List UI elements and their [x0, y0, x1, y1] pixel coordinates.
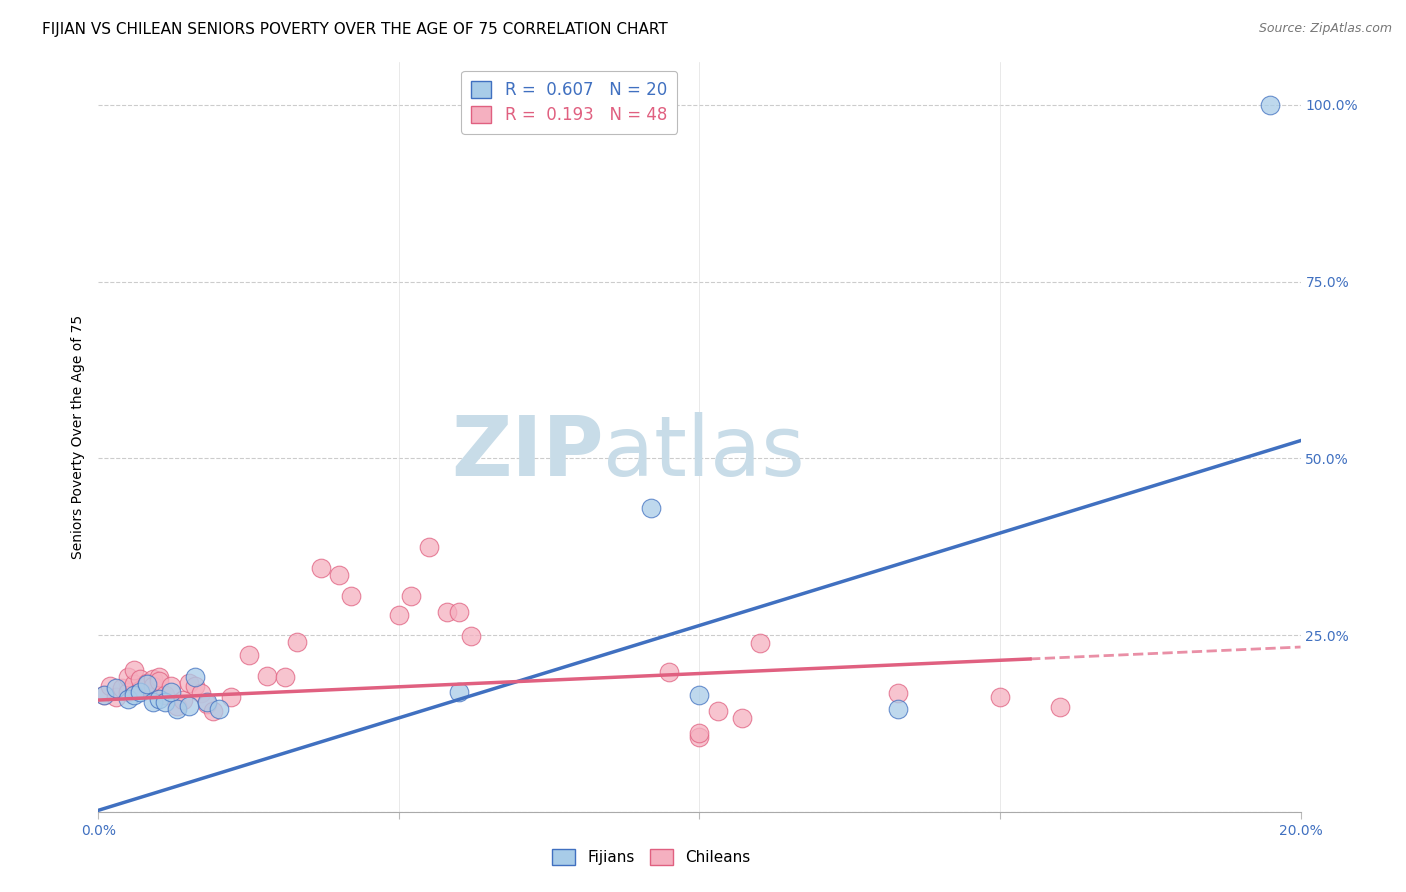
Legend: Fijians, Chileans: Fijians, Chileans: [546, 843, 756, 871]
Point: [1260, 98, 1282, 112]
Point: [399, 589, 422, 603]
Point: [148, 670, 170, 684]
Point: [166, 698, 188, 713]
Point: [135, 676, 157, 690]
Point: [309, 561, 332, 575]
Point: [177, 698, 200, 713]
Point: [93, 688, 115, 702]
Point: [141, 695, 163, 709]
Point: [658, 665, 681, 679]
Y-axis label: Seniors Poverty Over the Age of 75: Seniors Poverty Over the Age of 75: [72, 315, 86, 559]
Point: [100, 679, 122, 693]
Point: [117, 691, 139, 706]
Point: [988, 690, 1011, 705]
Point: [93, 688, 115, 702]
Point: [183, 670, 205, 684]
Point: [208, 702, 231, 716]
Point: [274, 670, 297, 684]
Point: [141, 679, 163, 693]
Point: [887, 702, 910, 716]
Text: atlas: atlas: [603, 411, 806, 492]
Point: [340, 589, 363, 603]
Point: [195, 698, 218, 712]
Point: [447, 684, 470, 698]
Point: [159, 679, 181, 693]
Point: [1049, 700, 1071, 714]
Point: [129, 684, 152, 698]
Point: [201, 704, 224, 718]
Point: [388, 608, 411, 623]
Point: [117, 670, 139, 684]
Point: [129, 683, 152, 698]
Point: [153, 688, 176, 702]
Point: [689, 688, 711, 702]
Point: [706, 704, 728, 718]
Point: [105, 681, 128, 695]
Point: [117, 684, 139, 698]
Point: [141, 672, 163, 686]
Point: [418, 540, 440, 554]
Point: [689, 731, 711, 745]
Point: [256, 669, 278, 683]
Text: FIJIAN VS CHILEAN SENIORS POVERTY OVER THE AGE OF 75 CORRELATION CHART: FIJIAN VS CHILEAN SENIORS POVERTY OVER T…: [42, 22, 668, 37]
Point: [135, 679, 157, 693]
Point: [124, 688, 146, 702]
Point: [238, 648, 260, 662]
Point: [689, 725, 711, 739]
Point: [447, 606, 470, 620]
Point: [166, 702, 188, 716]
Point: [148, 691, 170, 706]
Text: Source: ZipAtlas.com: Source: ZipAtlas.com: [1258, 22, 1392, 36]
Point: [436, 606, 458, 620]
Point: [148, 673, 170, 688]
Point: [887, 686, 910, 700]
Point: [190, 686, 212, 700]
Point: [111, 681, 134, 695]
Point: [285, 635, 308, 649]
Point: [177, 676, 200, 690]
Point: [730, 711, 752, 725]
Point: [153, 695, 176, 709]
Point: [159, 684, 181, 698]
Point: [195, 695, 218, 709]
Point: [124, 677, 146, 691]
Point: [124, 664, 146, 678]
Point: [640, 500, 662, 515]
Point: [460, 629, 482, 643]
Point: [129, 672, 152, 686]
Point: [135, 677, 157, 691]
Point: [748, 636, 770, 650]
Point: [172, 693, 194, 707]
Point: [328, 568, 350, 582]
Point: [105, 690, 128, 705]
Point: [219, 690, 242, 705]
Point: [183, 679, 205, 693]
Text: ZIP: ZIP: [451, 411, 603, 492]
